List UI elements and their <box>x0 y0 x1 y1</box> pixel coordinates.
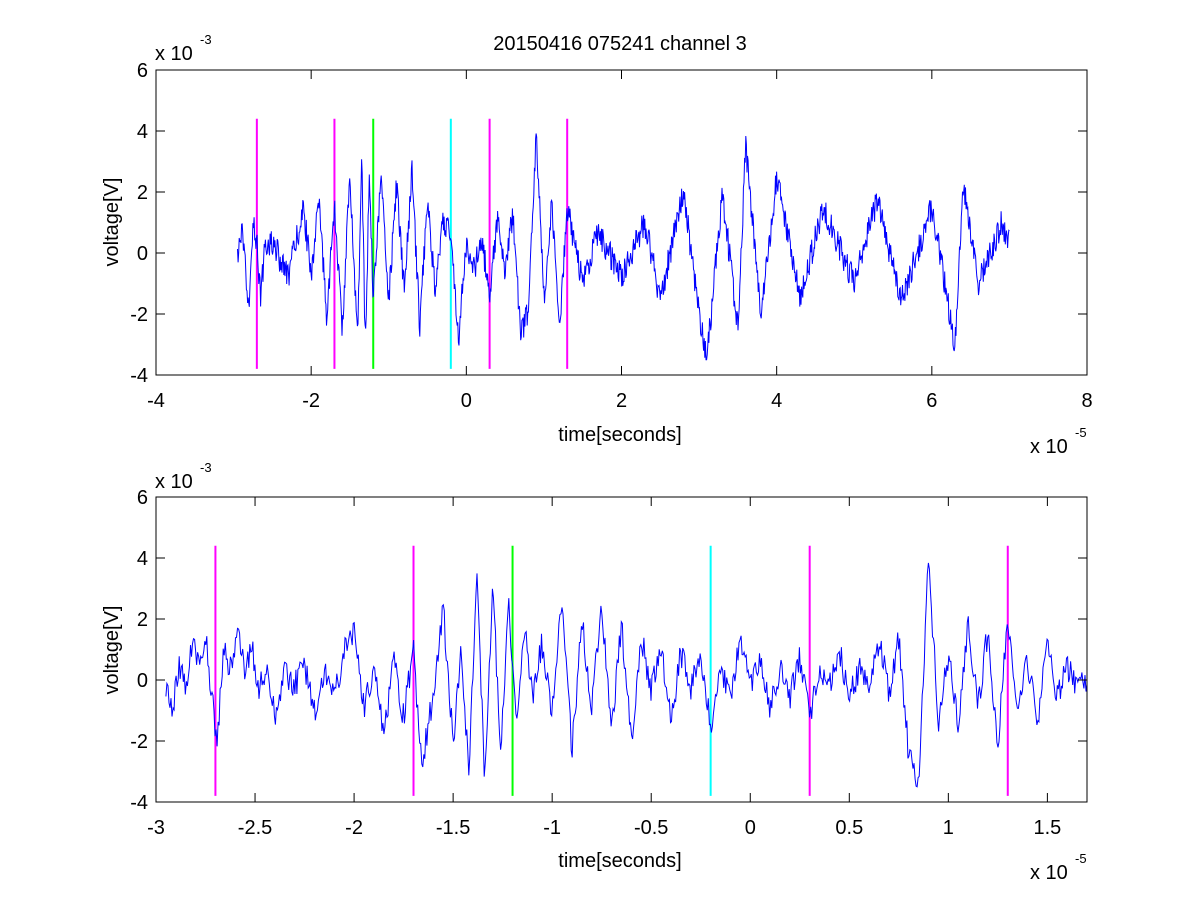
axes-box <box>155 69 1088 376</box>
y-exponent-power: -3 <box>200 32 212 47</box>
x-tick-label: -0.5 <box>634 817 668 839</box>
x-axis-label: time[seconds] <box>558 850 681 872</box>
y-axis-label: voltage[V] <box>101 178 123 267</box>
x-tick-label: -4 <box>147 390 165 412</box>
x-tick-label: 8 <box>1081 390 1092 412</box>
x-tick-label: -1 <box>543 817 561 839</box>
y-tick-label: 4 <box>137 548 148 570</box>
x-exponent-power: -5 <box>1075 851 1087 866</box>
x-tick-label: 0 <box>745 817 756 839</box>
x-tick-label: 0.5 <box>835 817 863 839</box>
y-exponent-label: x 10 -3 <box>155 32 212 65</box>
y-tick-label: 0 <box>137 243 148 265</box>
y-tick-label: 2 <box>137 182 148 204</box>
series-line <box>165 562 1088 788</box>
x-axis-label: time[seconds] <box>558 424 681 446</box>
y-tick-label: -2 <box>130 731 148 753</box>
x-tick-label: -2 <box>302 390 320 412</box>
x-exponent-label: x 10 -5 <box>1030 425 1087 458</box>
x-tick-label: -2.5 <box>238 817 272 839</box>
series-line <box>237 133 1010 361</box>
y-axis-label: voltage[V] <box>101 606 123 695</box>
top-chart: 20150416 075241 channel 3 x 10 -3 -4 -2 0 2… <box>101 32 1093 458</box>
x-tick-label: 0 <box>461 390 472 412</box>
y-tick-label: 4 <box>137 121 148 143</box>
x-tick-label: -2 <box>345 817 363 839</box>
x-tick-label: 1 <box>943 817 954 839</box>
y-exponent-power: -3 <box>200 460 212 475</box>
x-tick-label: 2 <box>616 390 627 412</box>
axes-box <box>155 496 1088 803</box>
bottom-chart: x 10 -3 -4 -2 0 2 4 6 -3 -2.5 -2 -1.5 -1 -0.5 0 0.5 1 1… <box>101 460 1088 884</box>
x-tick-label: -1.5 <box>436 817 470 839</box>
y-tick-label: 0 <box>137 670 148 692</box>
y-tick-label: 6 <box>137 60 148 82</box>
x-exponent-label: x 10 -5 <box>1030 851 1087 884</box>
x-tick-label: -3 <box>147 817 165 839</box>
y-exponent-base: x 10 <box>155 43 193 65</box>
chart-title: 20150416 075241 channel 3 <box>493 33 747 55</box>
y-tick-label: 6 <box>137 487 148 509</box>
y-exponent-label: x 10 -3 <box>155 460 212 493</box>
x-tick-label: 6 <box>926 390 937 412</box>
x-exponent-base: x 10 <box>1030 862 1068 884</box>
x-tick-label: 1.5 <box>1033 817 1061 839</box>
y-tick-label: -2 <box>130 304 148 326</box>
y-tick-label: -4 <box>130 365 148 387</box>
x-tick-label: 4 <box>771 390 782 412</box>
x-exponent-power: -5 <box>1075 425 1087 440</box>
y-exponent-base: x 10 <box>155 471 193 493</box>
y-tick-label: -4 <box>130 792 148 814</box>
x-exponent-base: x 10 <box>1030 436 1068 458</box>
y-tick-label: 2 <box>137 609 148 631</box>
